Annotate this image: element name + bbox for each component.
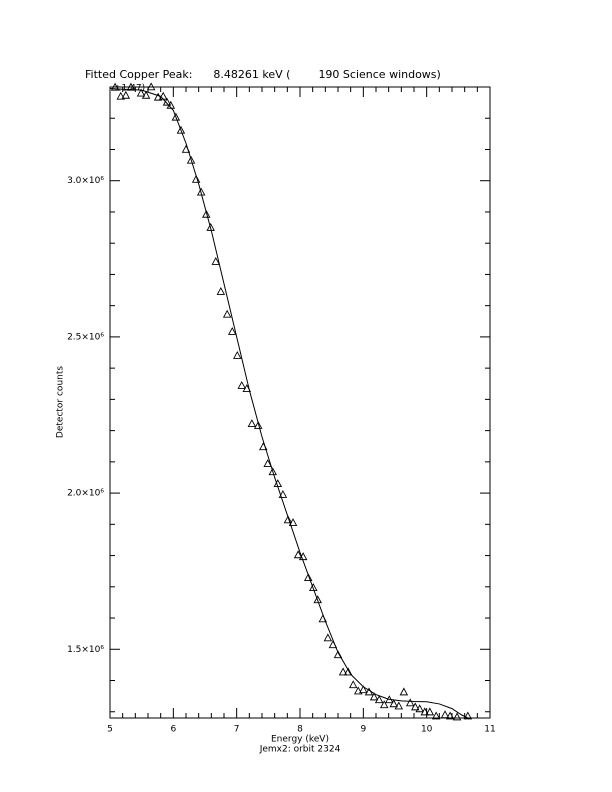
data-point [216,286,226,295]
data-point [186,155,196,164]
data-point [116,91,126,100]
data-point [237,380,246,389]
data-point [233,351,242,359]
annotation: ±1.47) [114,84,145,94]
data-point [394,701,404,710]
data-point [338,667,348,676]
data-point [171,112,181,121]
data-point [411,702,420,711]
data-point [263,459,272,467]
data-point [399,687,409,696]
data-point [146,82,156,91]
x-tick-label: 6 [170,725,176,735]
data-point [309,583,318,592]
data-point [202,209,211,218]
y-axis-label: Detector counts [56,366,66,438]
data-point [359,685,368,694]
data-point [141,90,151,99]
y-tick-label: 2.5×10⁶ [67,332,104,342]
data-point [268,467,278,476]
data-point [253,420,263,429]
x-tick-label: 8 [297,725,303,735]
y-tick-label: 2.0×10⁶ [67,489,104,499]
x-tick-label: 11 [484,725,495,735]
x-tick-label: 9 [360,725,366,735]
data-point [431,711,441,720]
data-point [211,256,221,265]
data-point [110,82,120,91]
data-point [191,174,201,183]
data-point [369,692,379,701]
data-point [389,699,398,708]
data-point [445,711,455,720]
x-axis-label: Energy (keV) [271,735,329,745]
data-point [176,125,186,134]
data-point [303,573,313,582]
data-point [420,707,430,716]
data-point [354,686,363,695]
data-point [278,490,288,498]
data-point [247,419,257,428]
data-point [348,680,358,689]
data-point [425,707,435,716]
data-point [121,90,131,99]
data-point [379,700,389,709]
data-point [452,712,462,721]
x-tick-label: 5 [107,725,113,735]
data-point [323,633,333,642]
data-point [227,326,237,335]
data-point [153,92,163,101]
data-point [283,515,293,524]
data-point [293,550,303,559]
data-point [405,698,415,707]
data-point [222,309,232,318]
chart-title: Fitted Copper Peak: 8.48261 keV ( 190 Sc… [85,68,441,81]
data-point [463,711,473,720]
data-point [136,88,146,97]
x-tick-label: 7 [234,725,240,735]
data-point [415,704,424,713]
x-axis-sublabel: Jemx2: orbit 2324 [259,745,341,755]
data-point [313,595,322,604]
data-point [343,667,353,676]
data-point [126,82,136,91]
data-point [206,222,215,231]
data-point [440,710,450,719]
y-tick-label: 1.5×10⁶ [67,645,104,655]
y-tick-label: 3.0×10⁶ [67,176,104,186]
fit-line [109,88,469,719]
plot-frame [109,86,491,719]
data-point [288,518,298,527]
data-point [374,695,384,704]
x-tick-label: 10 [421,725,433,735]
